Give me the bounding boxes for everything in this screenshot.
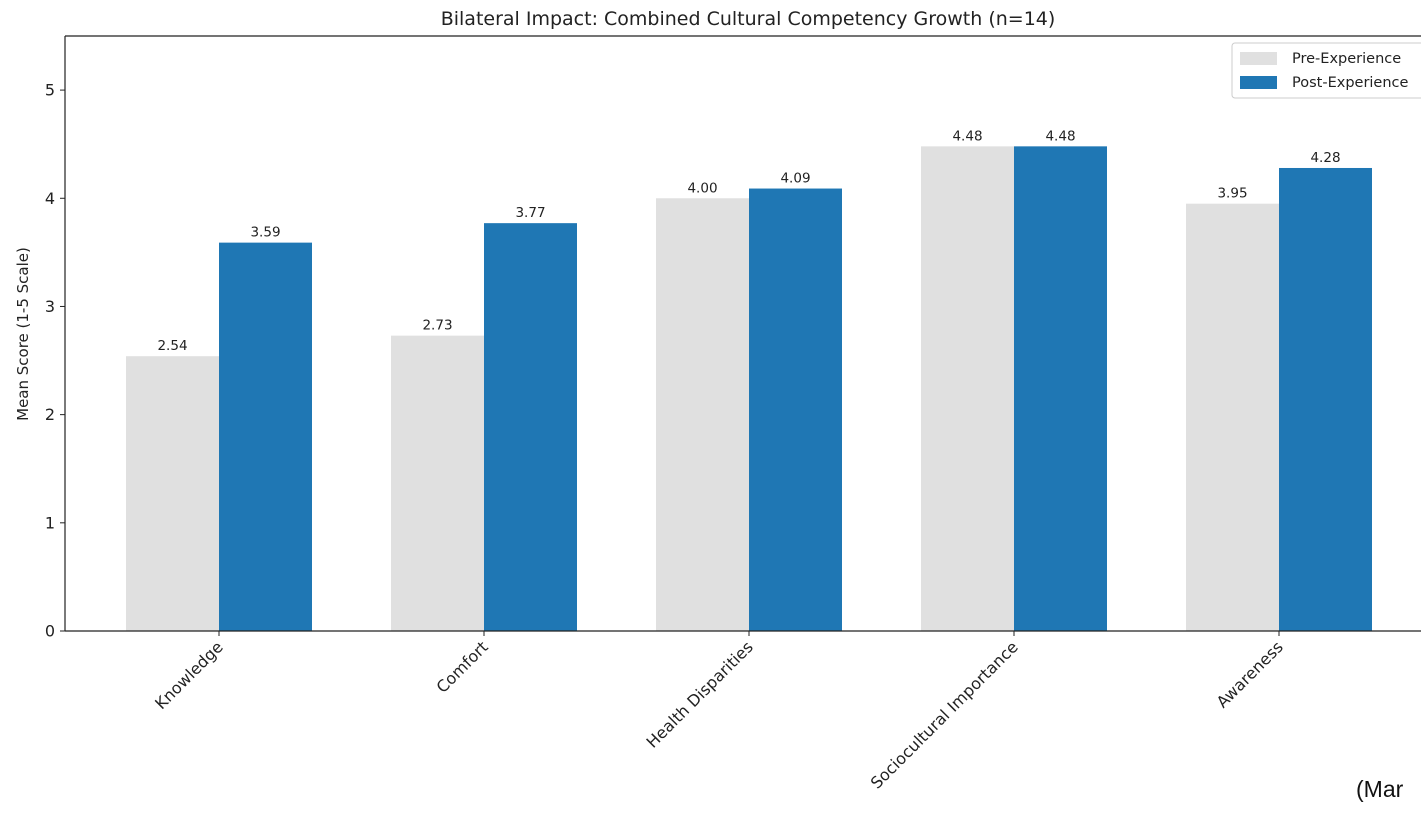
data-label-post-experience-health-disparities: 4.09 [780, 171, 810, 187]
category-label-awareness: Awareness [1213, 637, 1287, 711]
y-tick-label: 2 [45, 405, 55, 424]
bar-post-experience-health-disparities [749, 188, 842, 631]
footer-text: (Mar [1356, 776, 1404, 802]
bar-post-experience-sociocultural-importance [1014, 146, 1107, 631]
y-tick-label: 3 [45, 297, 55, 316]
data-label-pre-experience-health-disparities: 4.00 [687, 180, 717, 196]
y-tick-label: 4 [45, 189, 55, 208]
legend-label-pre-experience: Pre-Experience [1292, 51, 1401, 67]
legend-swatch-pre-experience [1240, 52, 1277, 65]
bar-pre-experience-comfort [391, 335, 484, 631]
legend-label-post-experience: Post-Experience [1292, 75, 1409, 91]
bar-pre-experience-awareness [1186, 203, 1279, 631]
data-label-post-experience-awareness: 4.28 [1310, 150, 1340, 166]
bar-post-experience-knowledge [219, 242, 312, 632]
legend-box [1231, 42, 1421, 99]
bar-pre-experience-health-disparities [656, 198, 749, 632]
data-label-pre-experience-sociocultural-importance: 4.48 [952, 128, 982, 144]
data-label-pre-experience-comfort: 2.73 [422, 318, 452, 334]
legend: Pre-Experience Post-Experience [1231, 42, 1421, 99]
data-label-post-experience-knowledge: 3.59 [250, 225, 280, 241]
bar-post-experience-awareness [1279, 167, 1372, 631]
bar-pre-experience-knowledge [126, 356, 219, 631]
bar-post-experience-comfort [484, 223, 577, 631]
data-label-pre-experience-awareness: 3.95 [1217, 186, 1247, 202]
y-tick-label: 1 [45, 513, 55, 532]
data-labels-layer: 2.54 3.59 2.73 3.77 4.00 4.09 4.48 4.48 3.95 4.28 [157, 128, 1340, 354]
data-label-post-experience-sociocultural-importance: 4.48 [1045, 128, 1075, 144]
category-label-comfort: Comfort [433, 637, 492, 696]
category-label-health-disparities: Health Disparities [643, 637, 757, 751]
category-label-sociocultural-importance: Sociocultural Importance [867, 637, 1022, 792]
chart-title: Bilateral Impact: Combined Cultural Comp… [441, 8, 1056, 30]
y-axis-label: Mean Score (1-5 Scale) [14, 247, 32, 421]
y-tick-label: 5 [45, 81, 55, 100]
legend-swatch-post-experience [1240, 76, 1277, 89]
data-label-pre-experience-knowledge: 2.54 [157, 338, 187, 354]
category-label-knowledge: Knowledge [151, 637, 227, 713]
bars-layer [126, 146, 1372, 632]
y-tick-label: 0 [45, 622, 55, 641]
bar-pre-experience-sociocultural-importance [921, 146, 1014, 631]
data-label-post-experience-comfort: 3.77 [515, 205, 545, 221]
